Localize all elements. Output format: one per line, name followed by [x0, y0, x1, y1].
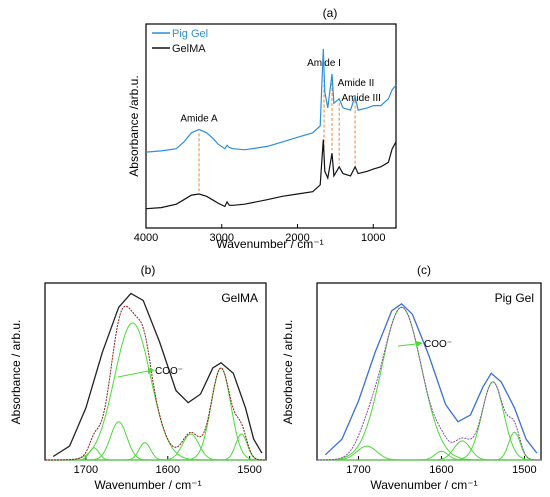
panel-c-measured-spectrum [324, 302, 538, 456]
panel-b-x-ticks: 1700 1600 1500 [74, 456, 262, 476]
panel-c-x-tick-label-1700: 1700 [346, 464, 370, 476]
annotation-label-amide-a: Amide A [180, 113, 218, 124]
panel-c-frame [316, 282, 542, 461]
panel-c-coo-label: COO⁻ [424, 339, 452, 350]
panel-a-x-tick-label-2000: 2000 [285, 232, 309, 244]
panel-c-component-0 [317, 306, 541, 461]
panel-a-xlabel: Wavenumber / cm⁻¹ [216, 237, 323, 251]
panel-a-frame [145, 23, 397, 229]
panel-c-xlabel: Wavenumber / cm⁻¹ [370, 478, 477, 492]
panel-b-component-1 [45, 367, 266, 461]
panel-c-component-5 [317, 450, 541, 461]
panel-b-xlabel: Wavenumber / cm⁻¹ [94, 478, 201, 492]
series-line-pig-gel [145, 48, 397, 153]
panel-b-component-6 [45, 433, 266, 461]
panel-b-coo-annotation: COO⁻ [117, 366, 183, 378]
panel-c-x-tick-label-1500: 1500 [512, 464, 536, 476]
panel-c-coo-annotation: COO⁻ [397, 339, 452, 350]
panel-a-legend: Pig Gel GelMA [152, 28, 208, 55]
panel-b-measured-spectrum [52, 292, 263, 458]
panel-c-x-tick-label-1600: 1600 [429, 464, 453, 476]
panel-b-x-tick-label-1500: 1500 [237, 464, 261, 476]
panel-c: (c) 1700 1600 1500 Pig Gel COO⁻ Wavenumber… [281, 263, 542, 492]
panel-b: (b) 1700 1600 1500 GelMA COO⁻ Wavenumber /… [9, 263, 267, 492]
panel-b-coo-arrow [117, 370, 149, 378]
panel-b-fit-envelope [45, 305, 266, 461]
panel-a-ylabel: Absorbance /arb.u. [127, 75, 141, 176]
series-line-gelma [145, 139, 397, 210]
panel-c-coo-arrowhead [416, 341, 423, 347]
legend-label-pig-gel: Pig Gel [172, 28, 208, 40]
panel-b-series [45, 292, 266, 461]
panel-b-ylabel: Absorbance / arb.u. [9, 320, 23, 425]
panel-a-series [145, 48, 397, 210]
panel-c-x-ticks: 1700 1600 1500 [346, 456, 537, 476]
legend-label-gelma: GelMA [172, 43, 206, 55]
panel-a-title: (a) [323, 6, 338, 20]
annotation-label-amide-iii: Amide III [341, 93, 380, 104]
panel-b-component-4 [45, 433, 266, 461]
panel-a-x-tick-label-3000: 3000 [210, 232, 234, 244]
panel-c-sample-label: Pig Gel [495, 291, 534, 305]
panel-a-x-tick-label-1000: 1000 [361, 232, 385, 244]
panel-b-x-tick-label-1600: 1600 [156, 464, 180, 476]
panel-b-component-0 [45, 322, 266, 461]
panel-b-coo-arrowhead [148, 368, 155, 374]
panel-b-x-tick-label-1700: 1700 [74, 464, 98, 476]
panel-c-title: (c) [417, 263, 431, 277]
panel-b-sample-label: GelMA [221, 291, 258, 305]
panel-c-ylabel: Absorbance / arb.u. [281, 320, 295, 425]
annotation-label-amide-ii: Amide II [338, 78, 375, 89]
panel-a-x-ticks: 4000 3000 2000 1000 [134, 224, 386, 244]
panel-b-coo-label: COO⁻ [155, 366, 183, 377]
panel-b-title: (b) [141, 263, 156, 277]
panel-c-coo-arrow [397, 343, 417, 347]
panel-a-x-tick-label-4000: 4000 [134, 232, 158, 244]
panel-c-fit-envelope [317, 306, 541, 461]
panel-c-series [317, 302, 541, 461]
